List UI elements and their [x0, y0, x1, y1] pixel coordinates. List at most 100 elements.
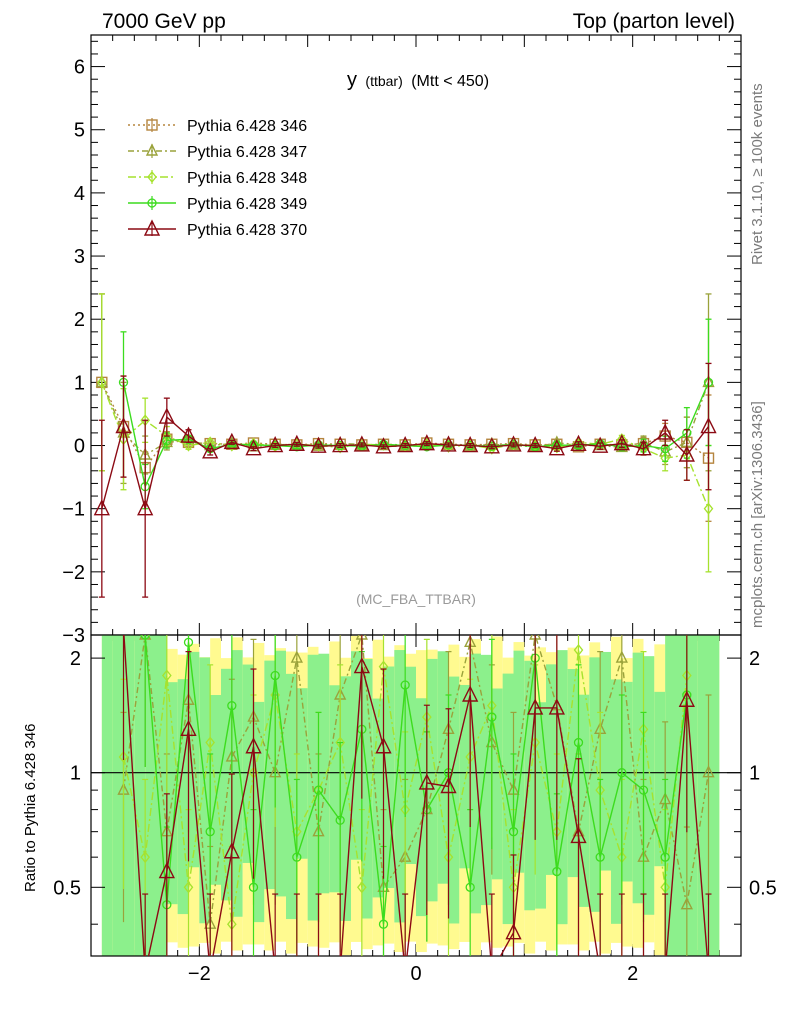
ratio-band-inner: [491, 688, 503, 880]
rivet-version-label: Rivet 3.1.10, ≥ 100k events: [749, 83, 766, 265]
y-tick-label: 5: [74, 120, 85, 142]
data-point: [158, 407, 175, 424]
ratio-band-inner: [621, 681, 633, 882]
data-point: [180, 719, 197, 737]
ratio-band-inner: [578, 694, 590, 907]
ratio-y-tick-label-right: 0.5: [749, 877, 777, 899]
data-point: [700, 417, 717, 434]
legend-entry: Pythia 6.428 349: [128, 196, 307, 213]
data-point: [573, 737, 584, 748]
data-point: [483, 437, 500, 454]
header-left: 7000 GeV pp: [102, 10, 226, 33]
data-point: [118, 750, 129, 763]
data-point: [202, 442, 219, 459]
data-point: [487, 712, 497, 722]
data-point: [145, 143, 159, 156]
data-point: [440, 435, 457, 452]
ratio-plot-frame: [90, 634, 742, 957]
ratio-band-inner: [676, 635, 687, 956]
ratio-band-inner: [426, 658, 438, 902]
ratio-band-inner: [296, 688, 308, 859]
ratio-y-tick-label-right: 1: [749, 763, 760, 785]
data-point: [702, 765, 715, 778]
legend: Pythia 6.428 346 Pythia 6.428 347 Pythia 6…: [128, 118, 307, 239]
series-line: [122, 382, 710, 489]
data-point: [678, 445, 695, 462]
legend-label: Pythia 6.428 347: [187, 144, 307, 161]
ratio-band-inner: [275, 650, 286, 897]
ratio-band-inner: [600, 651, 611, 871]
data-point: [353, 657, 370, 674]
data-point: [418, 434, 435, 451]
series-line: [101, 382, 709, 469]
ratio-band-inner: [156, 635, 167, 956]
data-point: [205, 827, 215, 837]
ratio-band-inner: [481, 654, 492, 906]
ratio-band-inner: [686, 635, 698, 956]
y-tick-label: 4: [74, 183, 85, 205]
data-point: [223, 432, 240, 450]
ratio-band-inner: [654, 691, 666, 867]
data-point: [267, 435, 284, 453]
ratio-band-inner: [145, 635, 156, 956]
x-tick-label: −2: [188, 963, 211, 985]
data-point: [147, 198, 157, 208]
ratio-band-inner: [632, 652, 644, 904]
data-point: [527, 698, 544, 715]
data-point: [205, 736, 215, 749]
ratio-band-inner: [405, 666, 416, 865]
plot-title-cut: (Mtt < 450): [411, 73, 489, 90]
ratio-band-inner: [416, 698, 427, 917]
data-point: [657, 423, 674, 440]
ratio-band-inner: [611, 679, 622, 924]
data-point: [140, 635, 150, 640]
series-4: [118, 318, 714, 510]
data-point: [548, 698, 565, 715]
main-series-layer: [93, 293, 717, 598]
data-point: [310, 436, 327, 453]
data-point: [552, 866, 562, 877]
ratio-band-inner: [318, 653, 330, 894]
legend-entry: Pythia 6.428 370: [128, 219, 307, 239]
ratio-band-inner: [101, 635, 113, 956]
data-point: [288, 434, 305, 451]
y-tick-label: 6: [74, 57, 85, 79]
ratio-band-inner: [383, 666, 395, 889]
data-point: [147, 170, 157, 184]
ratio-band-inner: [546, 664, 557, 875]
data-point: [158, 861, 175, 879]
data-point: [292, 852, 302, 862]
legend-entry: Pythia 6.428 348: [128, 170, 307, 187]
data-point: [335, 815, 345, 825]
data-point: [570, 826, 587, 844]
data-point: [635, 439, 652, 456]
y-tick-label-clipped: −3: [62, 625, 85, 647]
data-point: [248, 882, 259, 892]
data-point: [245, 737, 262, 754]
data-point: [245, 439, 262, 456]
ratio-band-inner: [535, 702, 546, 909]
ratio-band-inner: [166, 682, 178, 905]
ratio-band-inner: [351, 651, 362, 860]
data-point: [505, 435, 522, 452]
plot-title-main: y: [347, 69, 357, 91]
ratio-y-tick-label: 1: [70, 763, 81, 785]
data-point: [595, 852, 605, 862]
data-point: [140, 851, 150, 864]
data-point: [592, 436, 609, 453]
ratio-band-inner: [470, 653, 481, 914]
data-point: [146, 119, 158, 131]
series-1: [96, 293, 715, 522]
ratio-band-inner: [513, 650, 525, 873]
data-point: [353, 435, 370, 452]
data-point: [357, 881, 367, 894]
data-point: [313, 785, 324, 795]
data-point: [183, 439, 194, 452]
ratio-band-inner: [643, 656, 655, 915]
data-point: [332, 435, 349, 453]
y-tick-label: 1: [74, 372, 85, 394]
ratio-band-inner: [459, 684, 471, 869]
data-point: [617, 768, 627, 778]
series-5: [93, 362, 717, 598]
